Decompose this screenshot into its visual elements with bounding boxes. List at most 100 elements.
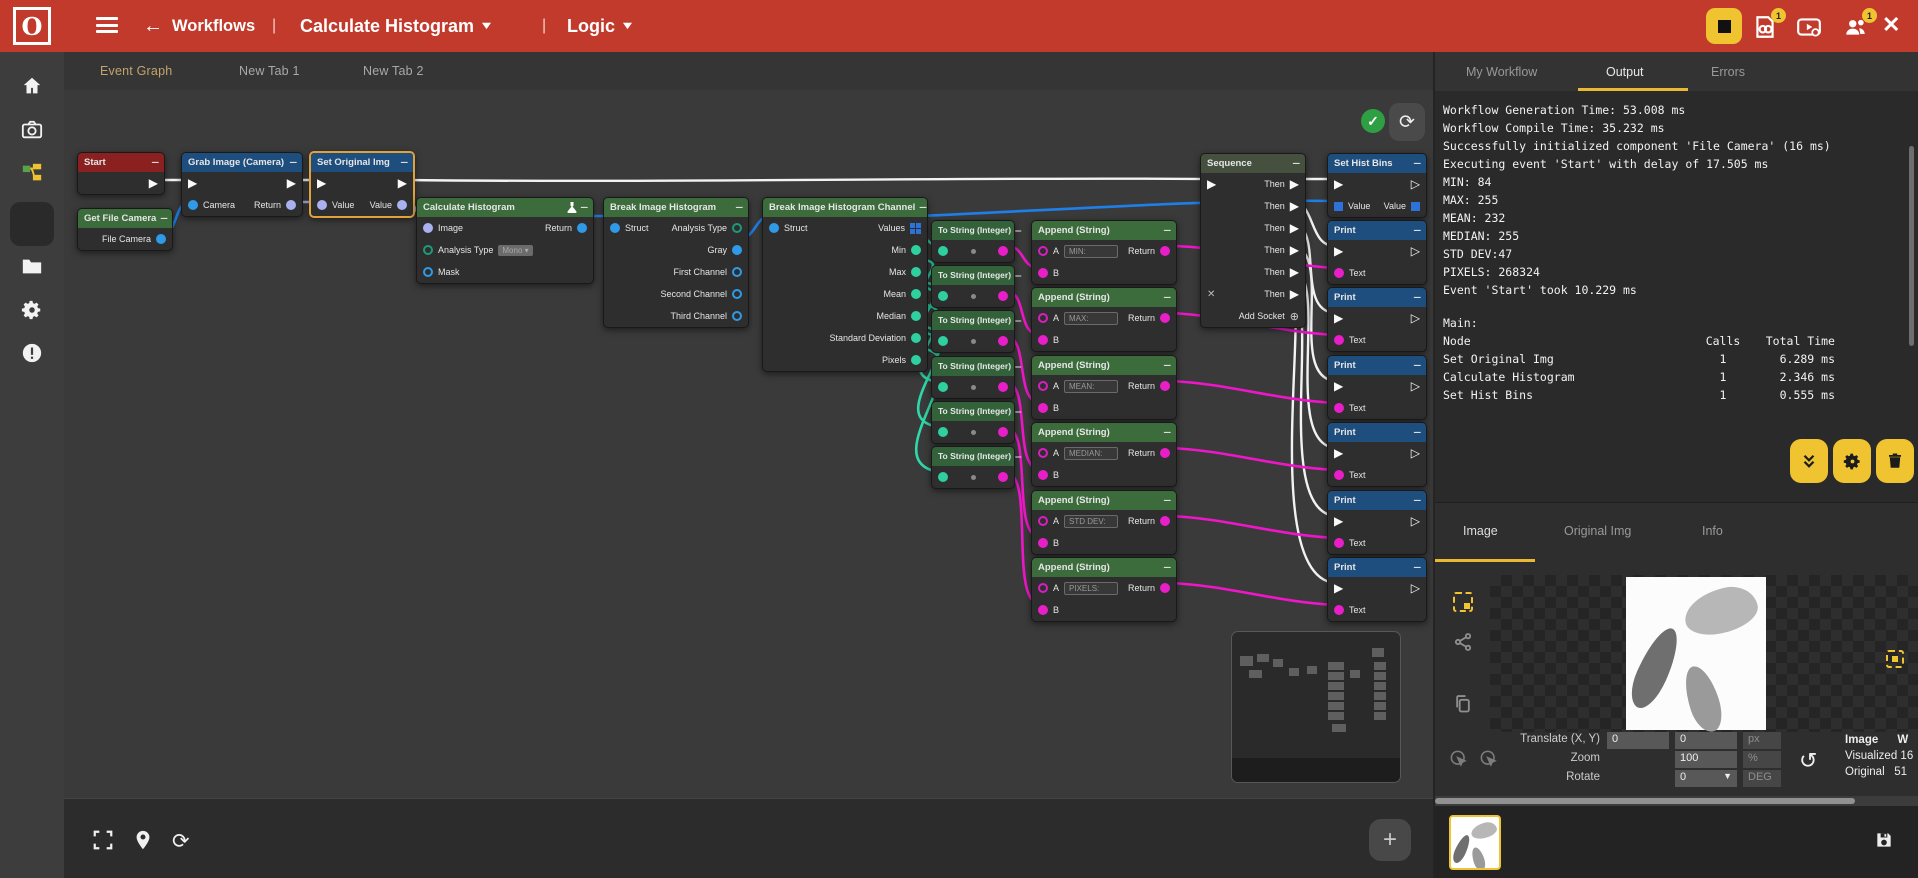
zoom-input[interactable]: 100	[1675, 751, 1737, 768]
graph-minimap[interactable]	[1231, 631, 1401, 783]
node-menu-icon[interactable]: ---	[1015, 315, 1021, 325]
preview-viewport[interactable]	[1490, 575, 1918, 732]
exec-in-socket[interactable]: ▶	[1334, 177, 1344, 191]
output-socket[interactable]	[1160, 583, 1170, 593]
sidebar-alerts-icon[interactable]	[21, 342, 43, 364]
users-button[interactable]: 1	[1843, 8, 1877, 40]
exec-in-socket[interactable]: ▶	[1334, 244, 1344, 258]
input-socket[interactable]	[1038, 313, 1048, 323]
remove-socket-icon[interactable]: ✕	[1207, 288, 1216, 300]
node-to-string-6[interactable]: To String (Integer) ---	[931, 446, 1021, 489]
copy-icon[interactable]	[1453, 694, 1475, 716]
console-settings-button[interactable]	[1833, 439, 1871, 483]
node-get-file-camera[interactable]: Get File Camera --- File Camera	[77, 208, 173, 251]
exec-out-socket[interactable]: ▶	[286, 176, 296, 190]
clear-console-button[interactable]	[1876, 439, 1914, 483]
node-menu-icon[interactable]: ---	[1163, 225, 1171, 236]
node-append-2[interactable]: Append (String) --- A MAX: Return B	[1031, 287, 1177, 352]
input-socket[interactable]	[938, 427, 948, 437]
fit-image-icon[interactable]	[1886, 650, 1904, 668]
exec-out-socket[interactable]: ▶	[148, 176, 158, 190]
tab-output[interactable]: Output	[1606, 64, 1644, 79]
input-socket[interactable]	[1038, 448, 1048, 458]
locate-origin-icon[interactable]	[132, 829, 154, 851]
input-socket[interactable]	[317, 200, 327, 210]
save-image-icon[interactable]	[1874, 830, 1894, 850]
output-socket[interactable]	[998, 336, 1008, 346]
output-console[interactable]: Workflow Generation Time: 53.008 ms Work…	[1435, 91, 1918, 502]
node-print-3[interactable]: Print --- ▶ ▷ Text	[1327, 355, 1427, 420]
output-socket[interactable]	[1160, 313, 1170, 323]
output-socket[interactable]	[1160, 516, 1170, 526]
input-socket[interactable]	[1334, 538, 1344, 548]
output-socket[interactable]	[1411, 201, 1420, 211]
input-socket[interactable]	[1038, 403, 1048, 413]
node-break-image-histogram[interactable]: Break Image Histogram --- Struct Analysis …	[603, 197, 749, 328]
exec-in-socket[interactable]: ▶	[1334, 514, 1344, 528]
tab-errors[interactable]: Errors	[1711, 64, 1746, 79]
input-socket[interactable]	[1038, 470, 1048, 480]
image-thumbnail[interactable]	[1449, 815, 1501, 870]
exec-out-socket[interactable]: ▶	[1289, 243, 1299, 257]
node-menu-icon[interactable]: ---	[1163, 292, 1171, 303]
input-socket[interactable]	[1038, 335, 1048, 345]
exec-out-socket[interactable]: ▶	[1289, 287, 1299, 301]
input-socket[interactable]	[1334, 470, 1344, 480]
node-menu-icon[interactable]: ---	[400, 157, 408, 168]
node-menu-icon[interactable]: ---	[919, 202, 926, 213]
exec-in-socket[interactable]: ▶	[1334, 446, 1344, 460]
node-menu-icon[interactable]: ---	[1413, 225, 1421, 236]
output-socket[interactable]	[998, 472, 1008, 482]
output-socket[interactable]	[911, 355, 921, 365]
output-socket[interactable]	[732, 223, 742, 233]
reload-graph-icon[interactable]: ⟳	[172, 830, 190, 853]
add-socket-icon[interactable]: ⊕	[1289, 310, 1299, 323]
analysis-type-select[interactable]: Mono ▾	[498, 244, 533, 256]
fit-view-icon[interactable]	[92, 829, 114, 851]
node-menu-icon[interactable]: ---	[735, 202, 743, 213]
preview-hscrollbar[interactable]	[1435, 796, 1918, 806]
tab-my-workflow[interactable]: My Workflow	[1466, 64, 1538, 79]
node-grab-image[interactable]: Grab Image (Camera) --- ▶ ▶ Camera Return	[181, 152, 303, 217]
node-menu-icon[interactable]: ---	[1015, 225, 1021, 235]
node-to-string-5[interactable]: To String (Integer) ---	[931, 401, 1021, 444]
share-icon[interactable]	[1453, 632, 1475, 654]
input-socket[interactable]	[1334, 268, 1344, 278]
mode-dropdown[interactable]: Logic ▼	[567, 15, 636, 36]
node-menu-icon[interactable]: ---	[160, 213, 167, 224]
input-socket[interactable]	[938, 246, 948, 256]
tools-close-icon[interactable]: ✕	[1882, 12, 1901, 37]
exec-out-socket[interactable]: ▶	[397, 176, 407, 190]
tab-new-tab-1[interactable]: New Tab 1	[239, 64, 300, 78]
input-socket[interactable]	[1038, 246, 1048, 256]
tab-image[interactable]: Image	[1463, 524, 1498, 538]
input-socket[interactable]	[1334, 403, 1344, 413]
node-menu-icon[interactable]: ---	[289, 157, 297, 168]
exec-out-socket[interactable]: ▷	[1410, 379, 1420, 393]
output-socket[interactable]	[732, 245, 742, 255]
output-socket[interactable]	[911, 245, 921, 255]
output-socket[interactable]	[732, 289, 742, 299]
hamburger-menu-icon[interactable]	[96, 17, 118, 33]
input-socket[interactable]	[423, 267, 433, 277]
a-value-input[interactable]: MIN:	[1064, 244, 1118, 258]
node-print-5[interactable]: Print --- ▶ ▷ Text	[1327, 490, 1427, 555]
tab-info[interactable]: Info	[1702, 524, 1723, 538]
output-socket[interactable]	[911, 333, 921, 343]
output-socket[interactable]	[732, 311, 742, 321]
node-calculate-histogram[interactable]: Calculate Histogram --- Image Return Anal…	[416, 197, 594, 284]
output-socket[interactable]	[286, 200, 296, 210]
output-socket[interactable]	[998, 291, 1008, 301]
array-output-socket[interactable]	[910, 222, 921, 234]
output-socket[interactable]	[1160, 246, 1170, 256]
sidebar-workflows-icon[interactable]	[21, 162, 43, 184]
translate-x-input[interactable]: 0	[1607, 732, 1669, 749]
node-start[interactable]: Start --- ▶	[77, 152, 165, 195]
node-graph-canvas[interactable]: Start --- ▶ Get File Camera --- File Camer…	[64, 90, 1433, 798]
node-menu-icon[interactable]: ---	[1163, 495, 1171, 506]
exec-in-socket[interactable]: ▶	[1334, 379, 1344, 393]
input-socket[interactable]	[1038, 538, 1048, 548]
workflow-name-dropdown[interactable]: Calculate Histogram ▼	[300, 15, 495, 36]
node-menu-icon[interactable]: ---	[1163, 562, 1171, 573]
exec-in-socket[interactable]: ▶	[317, 176, 327, 190]
